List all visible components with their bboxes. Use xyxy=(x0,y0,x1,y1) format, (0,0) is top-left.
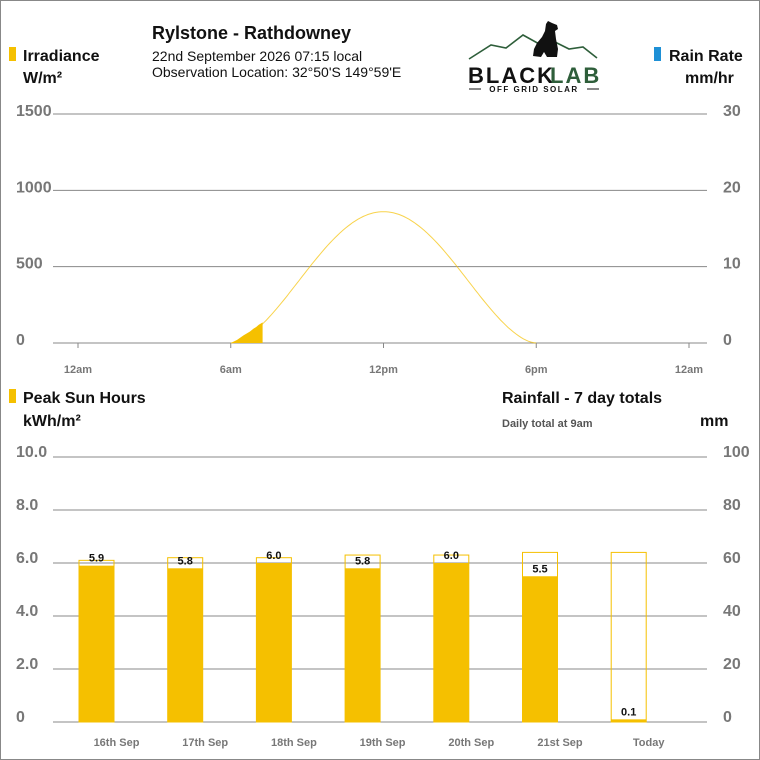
psh-bar xyxy=(256,563,292,722)
time-tick-label: 12am xyxy=(675,364,703,376)
day-label: 20th Sep xyxy=(448,737,494,749)
day-label: 18th Sep xyxy=(271,737,317,749)
irradiance-tick-label: 1500 xyxy=(16,103,52,120)
psh-tick-label: 2.0 xyxy=(16,656,38,673)
irradiance-axis-title: Irradiance xyxy=(23,48,100,65)
logo-mountains xyxy=(468,34,598,60)
psh-value-label: 5.5 xyxy=(532,563,547,575)
dog-icon xyxy=(533,21,558,57)
rainfall-tick-label: 40 xyxy=(723,603,741,620)
blacklab-logo: BLACK LAB OFF GRID SOLAR xyxy=(468,21,601,94)
observation-datetime: 22nd September 2026 07:15 local xyxy=(152,48,362,64)
psh-value-label: 5.8 xyxy=(355,555,370,567)
day-label: 21st Sep xyxy=(537,737,583,749)
day-label: Today xyxy=(633,737,665,749)
clear-sky-curve xyxy=(230,211,537,344)
rainfall-tick-label: 80 xyxy=(723,497,741,514)
station-title: Rylstone - Rathdowney xyxy=(152,23,351,43)
rain-rate-axis-title: Rain Rate xyxy=(669,48,743,65)
rain-rate-tick-label: 30 xyxy=(723,103,741,120)
rain-rate-tick-label: 10 xyxy=(723,256,741,273)
rainfall-tick-label: 60 xyxy=(723,550,741,567)
rainfall-axis-subtitle: Daily total at 9am xyxy=(502,418,593,430)
psh-bar xyxy=(345,568,381,722)
psh-bar xyxy=(611,719,647,722)
rain-rate-tick-label: 20 xyxy=(723,179,741,196)
psh-bar xyxy=(433,563,469,722)
time-tick-label: 6am xyxy=(220,364,242,376)
psh-value-label: 0.1 xyxy=(621,706,636,718)
rain-rate-axis-unit: mm/hr xyxy=(685,70,734,87)
irradiance-chart: 1500 1000 500 0 30 20 10 0 12am 6am 12pm 6pm 12am xyxy=(16,103,741,376)
psh-tick-label: 10.0 xyxy=(16,444,47,461)
day-label: 16th Sep xyxy=(94,737,140,749)
time-tick-label: 12am xyxy=(64,364,92,376)
rain-rate-tick-label: 0 xyxy=(723,332,732,349)
irradiance-legend-swatch xyxy=(9,47,16,61)
sun-hours-chart: 10.0 8.0 6.0 4.0 2.0 0 100 80 60 40 20 0 5.9 16th Sep… xyxy=(16,444,750,749)
time-tick-label: 12pm xyxy=(369,364,398,376)
psh-value-label: 5.9 xyxy=(89,553,104,565)
psh-value-label: 6.0 xyxy=(444,550,459,562)
psh-bar xyxy=(79,565,114,722)
psh-value-label: 6.0 xyxy=(266,550,281,562)
clear-sky-psh-bar xyxy=(610,551,647,723)
rainfall-tick-label: 100 xyxy=(723,444,750,461)
irradiance-area xyxy=(230,322,263,343)
rainfall-axis-unit: mm xyxy=(700,413,728,430)
rainfall-axis-title: Rainfall - 7 day totals xyxy=(502,390,662,407)
irradiance-tick-label: 1000 xyxy=(16,179,52,196)
psh-axis-title: Peak Sun Hours xyxy=(23,390,146,407)
psh-legend-swatch xyxy=(9,389,16,403)
logo-brand-black: BLACK xyxy=(468,63,555,88)
psh-bar xyxy=(522,576,558,722)
rain-rate-legend-swatch xyxy=(654,47,661,61)
psh-tick-label: 0 xyxy=(16,709,25,726)
irradiance-tick-label: 500 xyxy=(16,256,43,273)
irradiance-tick-label: 0 xyxy=(16,332,25,349)
logo-brand-lab: LAB xyxy=(550,63,601,88)
psh-value-label: 5.8 xyxy=(178,555,193,567)
psh-tick-label: 8.0 xyxy=(16,497,38,514)
logo-tagline: OFF GRID SOLAR xyxy=(489,85,578,94)
time-tick-label: 6pm xyxy=(525,364,548,376)
irradiance-axis-unit: W/m² xyxy=(23,70,62,87)
psh-tick-label: 4.0 xyxy=(16,603,38,620)
rainfall-tick-label: 0 xyxy=(723,709,732,726)
psh-axis-unit: kWh/m² xyxy=(23,413,81,430)
psh-bar xyxy=(167,568,203,722)
day-label: 19th Sep xyxy=(360,737,406,749)
rainfall-tick-label: 20 xyxy=(723,656,741,673)
observation-location: Observation Location: 32°50'S 149°59'E xyxy=(152,64,401,80)
day-label: 17th Sep xyxy=(182,737,228,749)
psh-tick-label: 6.0 xyxy=(16,550,38,567)
